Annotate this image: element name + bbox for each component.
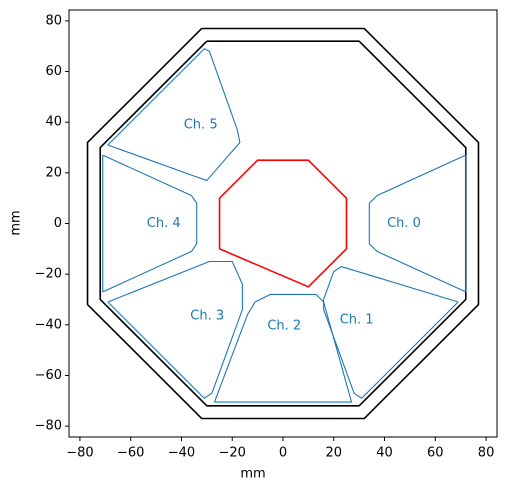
x-tick-label: −20	[219, 446, 246, 461]
y-tick-label: −40	[35, 317, 62, 332]
octagon-boundary	[99, 40, 467, 407]
channel-outline	[107, 260, 243, 399]
y-tick-label: 80	[45, 13, 62, 28]
x-tick-label: −40	[168, 446, 195, 461]
y-tick-label: 20	[45, 165, 62, 180]
channel-outline	[368, 154, 467, 293]
x-tick-label: 0	[279, 446, 287, 461]
octagon-boundary	[86, 27, 480, 420]
x-tick-label: 60	[427, 446, 444, 461]
y-tick-label: −20	[35, 267, 62, 282]
channel-label: Ch. 5	[184, 118, 218, 133]
x-tick-label: −60	[117, 446, 144, 461]
x-tick-label: 20	[325, 446, 342, 461]
channel-outline	[213, 293, 353, 403]
y-tick-label: 40	[45, 115, 62, 130]
plot-frame	[68, 9, 498, 438]
channel-label: Ch. 0	[387, 216, 421, 231]
x-tick-label: 40	[376, 446, 393, 461]
channel-label: Ch. 4	[147, 216, 181, 231]
inner-boundary	[218, 159, 348, 288]
channel-outline	[102, 154, 198, 293]
y-tick-label: −80	[35, 419, 62, 434]
x-axis-label: mm	[240, 467, 265, 482]
channel-outline	[323, 266, 459, 399]
channel-label: Ch. 1	[340, 313, 374, 328]
x-tick-label: −80	[66, 446, 93, 461]
channel-outline	[107, 48, 241, 181]
y-tick-label: 0	[54, 216, 62, 231]
channel-label: Ch. 3	[190, 308, 224, 323]
x-tick-label: 80	[478, 446, 495, 461]
y-tick-label: 60	[45, 64, 62, 79]
y-axis-label: mm	[9, 210, 24, 235]
channel-label: Ch. 2	[267, 318, 301, 333]
y-tick-label: −60	[35, 368, 62, 383]
